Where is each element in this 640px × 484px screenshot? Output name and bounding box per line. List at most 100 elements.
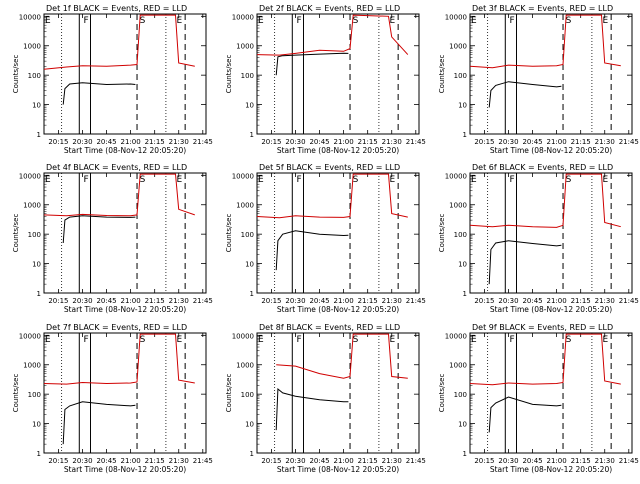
- event-marker: E: [471, 16, 477, 26]
- x-tick-label: 20:15: [474, 457, 494, 465]
- y-axis-label: Counts/sec: [12, 374, 20, 413]
- x-tick-label: 21:45: [406, 297, 426, 305]
- y-tick-label: 1000: [23, 202, 41, 210]
- series-line: [275, 52, 349, 76]
- series-line: [62, 82, 136, 105]
- event-marker: F: [83, 16, 88, 26]
- x-tick-label: 21:15: [358, 138, 378, 146]
- y-tick-label: 100: [241, 391, 254, 399]
- y-tick-label: 100: [454, 72, 467, 80]
- series-line: [469, 14, 621, 69]
- y-tick-label: 10: [245, 102, 254, 110]
- panel-8: Det 8f BLACK = Events, RED = LLD 1 10 100 10…: [225, 323, 426, 474]
- x-axis-label: Start Time (08-Nov-12 20:05:20): [64, 305, 186, 314]
- x-tick-label: 21:15: [571, 297, 591, 305]
- y-tick-label: 1000: [236, 43, 254, 51]
- y-tick-label: 10: [32, 421, 41, 429]
- panel-5: Det 5f BLACK = Events, RED = LLD 1 10 100 10…: [225, 163, 426, 314]
- y-tick-label: 1000: [449, 362, 467, 370]
- x-tick-label: 21:15: [571, 138, 591, 146]
- x-tick-label: 21:00: [121, 138, 141, 146]
- x-tick-label: 21:00: [121, 297, 141, 305]
- x-tick-label: 20:45: [309, 138, 329, 146]
- x-tick-label: 20:15: [261, 297, 281, 305]
- event-marker: E: [258, 16, 264, 26]
- series-line: [488, 396, 562, 433]
- x-tick-label: 20:30: [72, 457, 92, 465]
- y-axis-label: Counts/sec: [225, 374, 233, 413]
- event-marker: F: [83, 175, 88, 185]
- x-tick-label: 21:00: [121, 457, 141, 465]
- panel-6: Det 6f BLACK = Events, RED = LLD 1 10 100 10…: [438, 163, 639, 314]
- x-tick-label: 21:30: [595, 138, 615, 146]
- y-tick-label: 10: [32, 102, 41, 110]
- plot-frame: [43, 13, 207, 135]
- x-tick-label: 20:45: [96, 457, 116, 465]
- x-tick-label: 21:30: [595, 297, 615, 305]
- series-line: [469, 333, 621, 386]
- y-axis-label: Counts/sec: [438, 374, 446, 413]
- x-tick-label: 20:30: [498, 457, 518, 465]
- event-marker: E: [390, 335, 396, 345]
- event-marker: E: [471, 335, 477, 345]
- series-line: [62, 401, 136, 445]
- series-line: [469, 173, 621, 228]
- x-tick-label: 21:00: [334, 457, 354, 465]
- y-axis-label: Counts/sec: [438, 55, 446, 94]
- y-tick-label: 10: [458, 421, 467, 429]
- event-marker: E: [603, 335, 609, 345]
- y-tick-label: 100: [241, 72, 254, 80]
- x-axis-label: Start Time (08-Nov-12 20:05:20): [64, 465, 186, 474]
- y-axis-label: Counts/sec: [438, 214, 446, 253]
- y-tick-label: 1000: [23, 362, 41, 370]
- event-marker: E: [177, 175, 183, 185]
- panel-title: Det 4f BLACK = Events, RED = LLD: [46, 163, 187, 172]
- y-tick-label: 10000: [19, 332, 41, 340]
- panel-9: Det 9f BLACK = Events, RED = LLD 1 10 100 10…: [438, 323, 639, 474]
- x-tick-label: 21:00: [547, 297, 567, 305]
- y-tick-label: 1000: [236, 202, 254, 210]
- x-tick-label: 20:45: [522, 138, 542, 146]
- event-marker: S: [353, 175, 359, 185]
- event-marker: S: [566, 175, 572, 185]
- x-tick-label: 20:15: [261, 138, 281, 146]
- event-marker: E: [45, 335, 51, 345]
- x-tick-label: 21:30: [169, 297, 189, 305]
- x-tick-label: 20:15: [48, 297, 68, 305]
- y-tick-label: 1: [37, 131, 41, 139]
- x-tick-label: 20:15: [261, 457, 281, 465]
- panel-title: Det 9f BLACK = Events, RED = LLD: [472, 323, 613, 332]
- panel-7: Det 7f BLACK = Events, RED = LLD 1 10 100 10…: [12, 323, 213, 474]
- x-tick-label: 21:45: [619, 457, 639, 465]
- event-marker: E: [603, 16, 609, 26]
- event-marker: E: [258, 175, 264, 185]
- series-line: [276, 333, 408, 379]
- x-axis-label: Start Time (08-Nov-12 20:05:20): [277, 305, 399, 314]
- x-tick-label: 21:00: [547, 457, 567, 465]
- y-tick-label: 10000: [445, 172, 467, 180]
- x-tick-label: 20:45: [96, 138, 116, 146]
- x-tick-label: 21:45: [619, 138, 639, 146]
- event-marker: S: [566, 16, 572, 26]
- x-tick-label: 20:30: [285, 297, 305, 305]
- y-tick-label: 10000: [445, 332, 467, 340]
- event-marker: S: [566, 335, 572, 345]
- y-tick-label: 1: [250, 131, 254, 139]
- x-tick-label: 20:45: [522, 297, 542, 305]
- event-marker: F: [509, 16, 514, 26]
- y-tick-label: 1000: [236, 362, 254, 370]
- y-tick-label: 1000: [449, 202, 467, 210]
- y-tick-label: 1: [463, 131, 467, 139]
- x-tick-label: 21:15: [358, 297, 378, 305]
- series-line: [488, 81, 562, 108]
- series-line: [488, 240, 562, 285]
- x-tick-label: 20:45: [309, 297, 329, 305]
- y-tick-label: 100: [28, 72, 41, 80]
- x-tick-label: 21:00: [334, 297, 354, 305]
- x-tick-label: 20:45: [522, 457, 542, 465]
- event-marker: E: [471, 175, 477, 185]
- y-tick-label: 1000: [449, 43, 467, 51]
- plot-frame: [256, 332, 420, 454]
- panel-2: Det 2f BLACK = Events, RED = LLD 1 10 100 10…: [225, 4, 426, 155]
